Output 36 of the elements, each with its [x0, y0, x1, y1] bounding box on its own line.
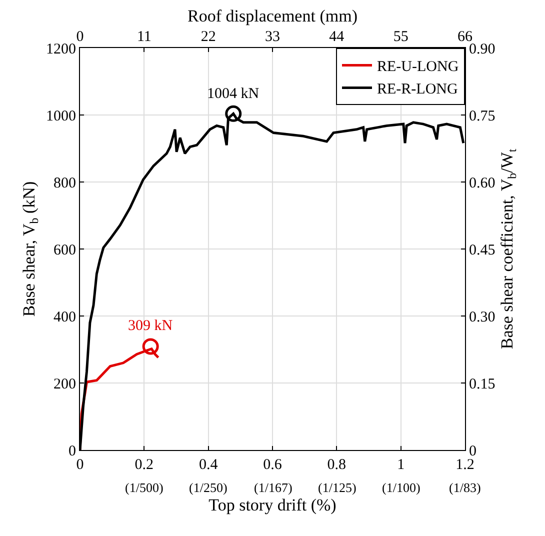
- y-tick-label: 800: [54, 175, 76, 192]
- annotation: 309 kN: [128, 318, 173, 334]
- y2-tick-label: 0: [469, 443, 476, 460]
- text: (1/100): [382, 480, 420, 495]
- text: (1/83): [449, 480, 481, 495]
- y2-tick-label: 0.45: [469, 242, 496, 258]
- x2-tick-label: 44: [329, 29, 345, 45]
- text: (1/500): [125, 480, 164, 495]
- x2-tick-label: 11: [136, 29, 152, 45]
- x2-tick-label: 22: [200, 29, 216, 45]
- text: (1/167): [254, 480, 292, 495]
- x-tick-label: 0.6: [263, 457, 282, 473]
- x2-tick-label: 55: [393, 29, 408, 45]
- x-axis-title: Top story drift (%): [208, 495, 336, 514]
- y-tick-label: 0: [68, 443, 76, 460]
- y2-tick-label: 0.30: [469, 309, 496, 326]
- legend-label: RE-R-LONG: [377, 82, 458, 98]
- y-tick-label: 200: [54, 376, 76, 392]
- x-tick-label: 0.2: [134, 457, 154, 473]
- y2-tick-label: 0.60: [469, 175, 496, 192]
- y-tick-label: 1000: [46, 108, 76, 124]
- text: (1/250): [189, 480, 228, 495]
- text: (1/125): [318, 480, 356, 495]
- x-tick-label: 0.8: [327, 457, 346, 473]
- annotation: 1004 kN: [207, 86, 260, 102]
- y-tick-label: 1200: [46, 41, 76, 58]
- x-tick-label: 0.4: [198, 457, 218, 473]
- y2-tick-label: 0.75: [469, 108, 496, 124]
- x2-tick-label: 33: [265, 29, 280, 45]
- x2-axis-title: Roof displacement (mm): [188, 6, 358, 26]
- legend-label: RE-U-LONG: [377, 59, 459, 76]
- y-tick-label: 600: [54, 242, 76, 258]
- x-tick-label: 1: [397, 457, 405, 473]
- y2-tick-label: 0.15: [469, 376, 496, 392]
- y-tick-label: 400: [54, 309, 76, 326]
- x-tick-label: 1.2: [456, 457, 474, 473]
